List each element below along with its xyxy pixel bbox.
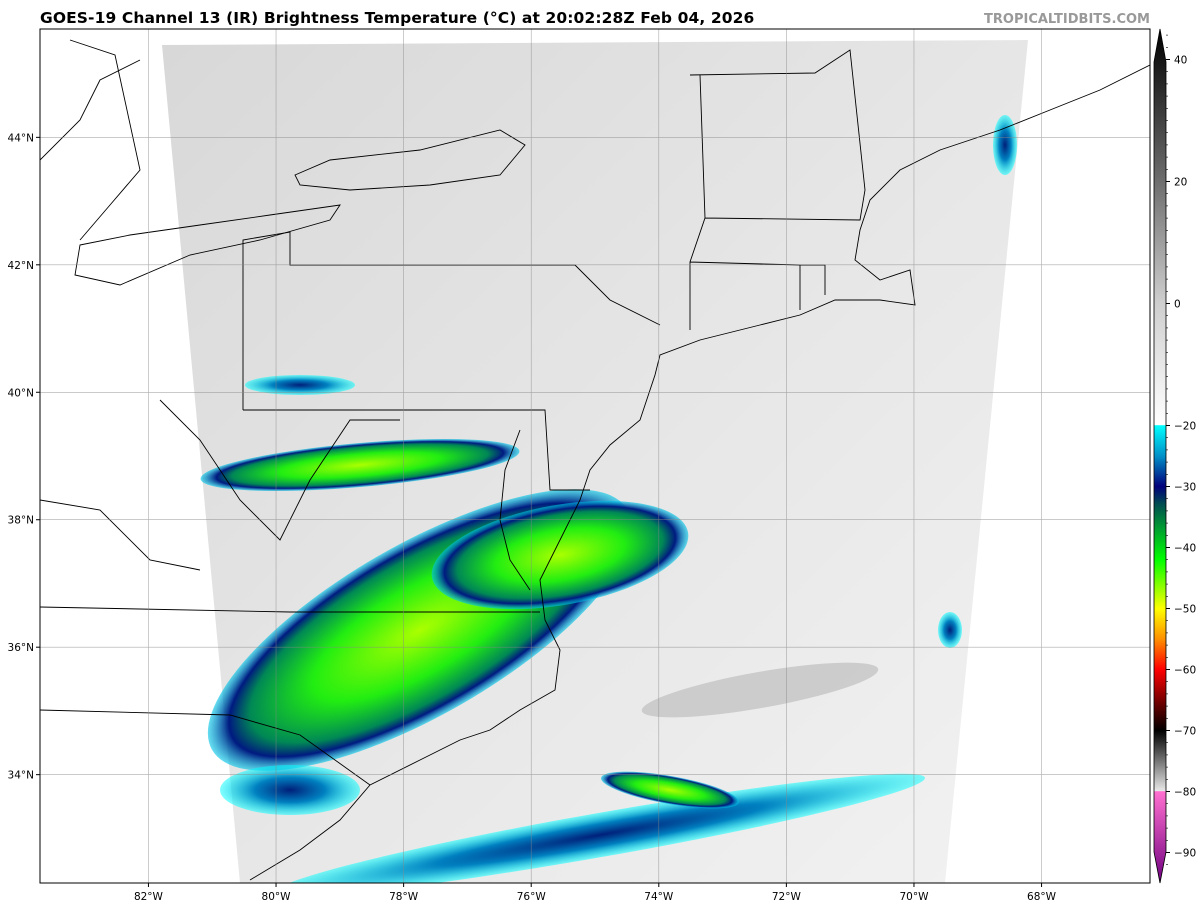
- colorbar-bar: [1153, 28, 1167, 884]
- colorbar-tick-label: −50: [1174, 604, 1196, 616]
- lon-tick-label: 80°W: [262, 891, 292, 903]
- cloud-patch-maine: [993, 115, 1017, 175]
- map-area: [40, 29, 1150, 883]
- cloud-patch-nw: [245, 375, 355, 395]
- lon-tick-label: 74°W: [644, 891, 674, 903]
- state-border-pa-md: [243, 409, 590, 491]
- state-border-nc-va: [40, 606, 540, 613]
- lat-tick-label: 38°N: [8, 515, 34, 527]
- lake-erie: [74, 204, 341, 286]
- canada-border: [69, 39, 141, 241]
- state-border-ky-tn: [40, 499, 201, 571]
- state-border-nc-sc: [40, 709, 371, 786]
- lon-tick-label: 78°W: [389, 891, 419, 903]
- colorbar-ticks: 40 20 0 −20 −30 −40 −50 −60 −70 −80 −90: [1166, 34, 1196, 866]
- lon-tick-label: 70°W: [899, 891, 929, 903]
- colorbar-tick-label: 20: [1174, 177, 1187, 189]
- cold-cloud-band-east: [431, 500, 689, 610]
- lon-tick-label: 76°W: [517, 891, 547, 903]
- state-border-new-england: [689, 49, 866, 330]
- lon-tick-label: 72°W: [772, 891, 802, 903]
- cloud-features: [200, 115, 1017, 883]
- colorbar-tick-label: −60: [1174, 665, 1196, 677]
- cloud-patch-atlantic: [938, 612, 962, 648]
- map-title: GOES-19 Channel 13 (IR) Brightness Tempe…: [40, 9, 755, 27]
- brand-watermark: TROPICALTIDBITS.COM: [984, 12, 1150, 27]
- lake-huron-shore: [40, 59, 141, 161]
- colorbar-tick-label: −80: [1174, 787, 1196, 799]
- lat-tick-label: 44°N: [8, 132, 34, 144]
- state-border-wv-va: [159, 399, 400, 541]
- lat-tick-label: 36°N: [8, 642, 34, 654]
- lat-tick-label: 34°N: [8, 770, 34, 782]
- cold-cloud-band-north: [200, 439, 520, 491]
- cold-cloud-patch: [601, 771, 739, 809]
- colorbar-tick-label: −30: [1174, 482, 1196, 494]
- lon-tick-label: 82°W: [134, 891, 164, 903]
- colorbar-tick-label: −20: [1174, 421, 1196, 433]
- map-frame: [39, 28, 1151, 884]
- gray-cloud-offshore: [641, 662, 879, 718]
- colorbar: 40 20 0 −20 −30 −40 −50 −60 −70 −80 −90: [1153, 28, 1196, 884]
- lat-tick-label: 42°N: [8, 260, 34, 272]
- latitude-tick-labels: 44°N 42°N 40°N 38°N 36°N 34°N: [8, 132, 40, 782]
- longitude-tick-labels: 82°W 80°W 78°W 76°W 74°W 72°W 70°W 68°W: [134, 883, 1057, 903]
- lon-tick-label: 68°W: [1027, 891, 1057, 903]
- lat-tick-label: 40°N: [8, 387, 34, 399]
- cold-cloud-band-south: [274, 773, 926, 883]
- colorbar-tick-label: 40: [1174, 55, 1187, 67]
- colorbar-tick-label: 0: [1174, 299, 1181, 311]
- coastline-east: [249, 64, 1150, 881]
- cloud-patch-southwest: [220, 765, 360, 815]
- gridlines: [40, 29, 1150, 883]
- lake-ontario: [294, 129, 526, 191]
- colorbar-tick-label: −90: [1174, 848, 1196, 860]
- colorbar-tick-label: −70: [1174, 726, 1196, 738]
- colorbar-tick-label: −40: [1174, 543, 1196, 555]
